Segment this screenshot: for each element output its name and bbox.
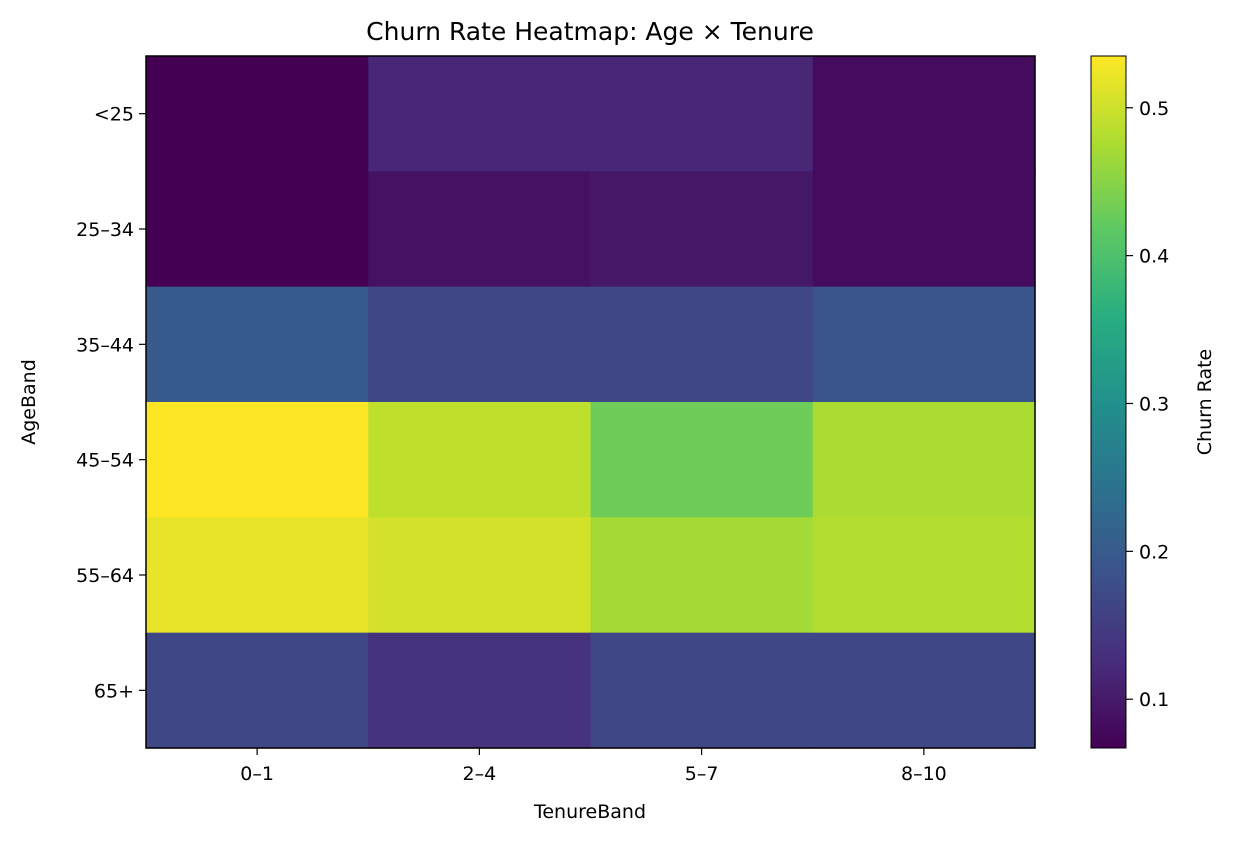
heatmap-cell <box>146 517 369 634</box>
y-tick-label: 65+ <box>94 680 134 702</box>
x-tick-label: 5–7 <box>685 763 719 785</box>
colorbar-tick-label: 0.4 <box>1139 246 1169 268</box>
heatmap-cell <box>812 56 1036 172</box>
heatmap-cell <box>146 56 369 172</box>
heatmap-cell <box>368 171 592 288</box>
x-tick-label: 2–4 <box>463 763 497 785</box>
heatmap-cell <box>590 56 814 172</box>
heatmap-cell <box>146 171 369 288</box>
heatmap-cell <box>368 517 592 634</box>
heatmap-cell <box>590 171 814 288</box>
chart-title: Churn Rate Heatmap: Age × Tenure <box>366 17 814 46</box>
y-tick-label: 55–64 <box>76 565 134 587</box>
heatmap-cell <box>146 402 369 518</box>
heatmap-cell <box>812 517 1036 634</box>
heatmap-cell <box>590 517 814 634</box>
heatmap-cell <box>590 402 814 518</box>
colorbar-tick-label: 0.1 <box>1139 689 1169 711</box>
y-tick-label: <25 <box>94 104 134 126</box>
colorbar-tick-label: 0.5 <box>1139 98 1169 120</box>
heatmap-cell <box>146 286 369 403</box>
colorbar-ticks: 0.1 0.2 0.3 0.4 0.5 <box>1126 98 1169 711</box>
x-axis-ticks: 0–1 2–4 5–7 8–10 <box>240 748 947 785</box>
plot-frame <box>145 55 1036 749</box>
heatmap-cell <box>590 632 814 749</box>
colorbar-tick-label: 0.2 <box>1139 541 1169 563</box>
heatmap-cell <box>368 402 592 518</box>
colorbar-label: Churn Rate <box>1194 349 1216 455</box>
x-tick-label: 8–10 <box>901 763 947 785</box>
heatmap-cell <box>590 286 814 403</box>
heatmap-cell <box>146 632 369 749</box>
colorbar-tick-label: 0.3 <box>1139 393 1169 415</box>
heatmap-cell <box>812 286 1036 403</box>
heatmap-cell <box>368 286 592 403</box>
y-tick-label: 35–44 <box>76 334 134 356</box>
y-tick-label: 45–54 <box>76 450 134 472</box>
x-tick-label: 0–1 <box>240 763 274 785</box>
heatmap-cell <box>812 171 1036 288</box>
y-axis-label: AgeBand <box>18 359 40 445</box>
y-tick-label: 25–34 <box>76 219 134 241</box>
y-axis-ticks: <25 25–34 35–44 45–54 55–64 65+ <box>76 104 146 702</box>
colorbar <box>1090 55 1127 749</box>
heatmap-cell <box>368 56 592 172</box>
heatmap-cell <box>812 632 1036 749</box>
heatmap-cells <box>146 56 1036 749</box>
heatmap-cell <box>812 402 1036 518</box>
x-axis-label: TenureBand <box>533 801 646 823</box>
heatmap-cell <box>368 632 592 749</box>
